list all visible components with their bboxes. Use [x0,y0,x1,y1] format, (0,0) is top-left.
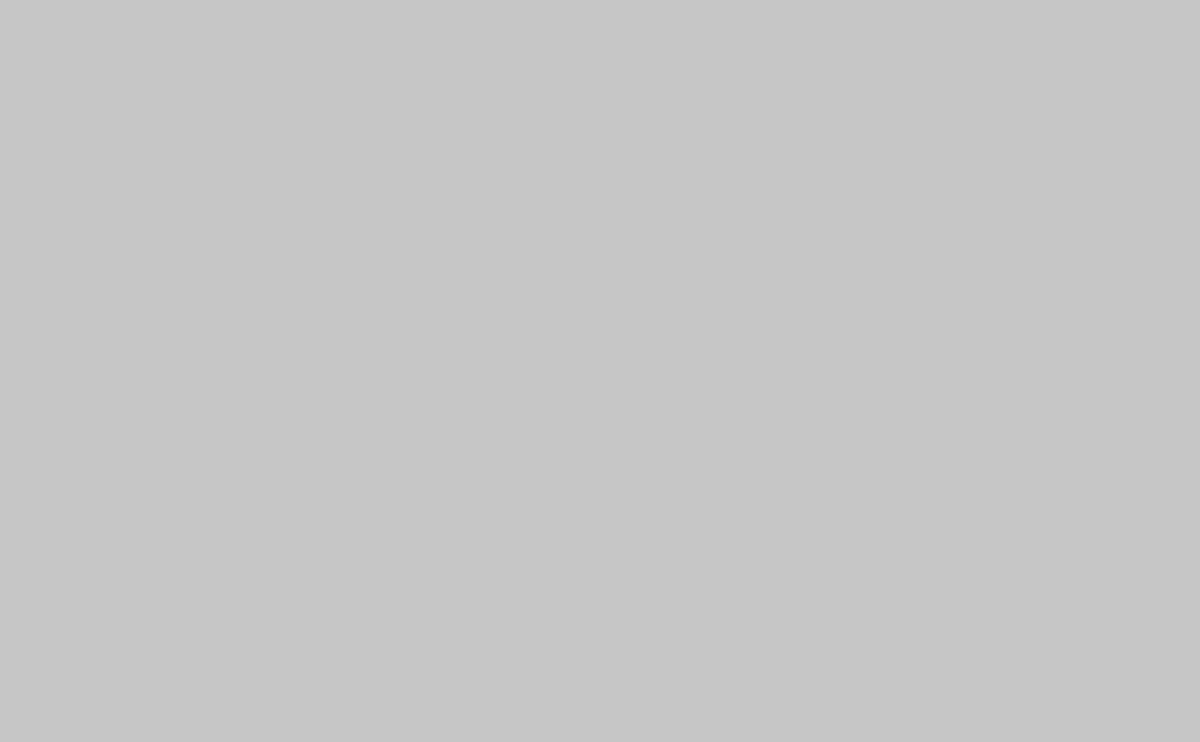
Text: 839  348  299  240  413: 839 348 299 240 413 [184,392,478,412]
Text: H–C≡C–H(g) + 2HI(g) → I–C–C–I(g): H–C≡C–H(g) + 2HI(g) → I–C–C–I(g) [276,177,661,197]
Text: D: D [139,392,157,412]
Text: (kJ/mol):: (kJ/mol): [139,437,246,457]
Text: -63: -63 [167,676,209,700]
Text: Bond:  C≡C  C–C  H–I   C–I  C–H: Bond: C≡C C–C H–I C–I C–H [139,342,512,362]
Text: -160: -160 [167,508,226,532]
Text: |  |: | | [553,142,583,163]
Text: +160: +160 [167,620,235,644]
Text: H H: H H [547,110,589,130]
Text: |  |: | | [553,214,583,235]
Text: -217: -217 [167,452,226,476]
Text: H H: H H [547,247,589,267]
Text: Using the table of average bond energies below, the ΔH for the reaction is _____: Using the table of average bond energies… [73,14,1097,35]
Text: +63: +63 [167,564,220,588]
Text: kJ.: kJ. [73,54,106,74]
